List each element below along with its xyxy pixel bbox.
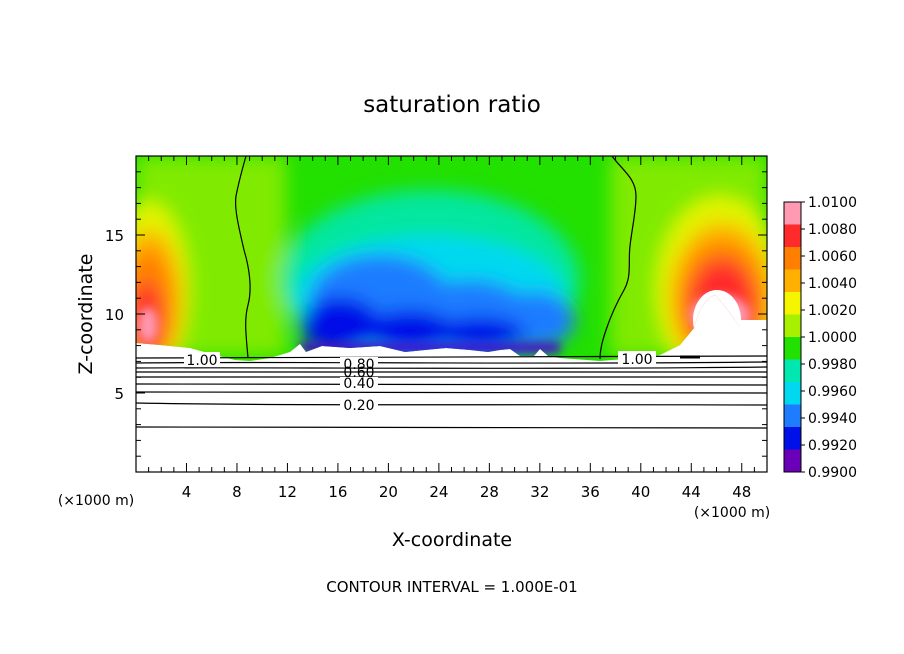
colorbar-label: 0.9980	[808, 357, 857, 373]
colorbar-swatch	[784, 247, 801, 270]
colorbar-swatch	[784, 202, 801, 225]
x-tick-label: 20	[379, 483, 398, 501]
y-axis-label: Z-coordinate	[75, 254, 97, 375]
y-tick-label: 15	[105, 227, 124, 245]
colorbar-label: 0.9940	[808, 411, 857, 427]
y-tick-label: 10	[105, 306, 124, 324]
colorbar-label: 0.9960	[808, 384, 857, 400]
x-tick-label: 40	[631, 483, 650, 501]
y-tick-label: 5	[114, 385, 124, 403]
x-tick-label: 28	[480, 483, 499, 501]
x-tick-label: 4	[182, 483, 192, 501]
colorbar-label: 0.9900	[808, 465, 857, 481]
colorbar-label: 1.0080	[808, 222, 857, 238]
contour-lines	[135, 155, 768, 429]
contour-label: 0.20	[343, 398, 374, 414]
x-tick-label: 32	[530, 483, 549, 501]
x-unit-right: (×1000 m)	[694, 505, 770, 521]
x-tick-label: 8	[232, 483, 242, 501]
chart-title: saturation ratio	[363, 92, 541, 118]
colorbar-swatch	[784, 292, 801, 315]
colorbar: 1.0100 1.0080 1.0060 1.0040 1.0020 1.0000 0.99…	[783, 195, 857, 481]
colorbar-swatch	[784, 269, 801, 293]
contour-label: 1.00	[186, 353, 217, 369]
axis-ticks	[136, 156, 767, 472]
colorbar-swatch	[784, 404, 801, 428]
colorbar-swatch	[784, 427, 801, 450]
colorbar-label: 1.0040	[808, 276, 857, 292]
x-tick-label: 12	[278, 483, 297, 501]
x-tick-label: 24	[429, 483, 448, 501]
colorbar-label: 0.9920	[808, 438, 857, 454]
contour-label: 1.00	[621, 352, 652, 368]
colorbar-swatch	[784, 314, 801, 338]
x-unit-left: (×1000 m)	[58, 493, 134, 509]
x-tick-label: 16	[328, 483, 347, 501]
colorbar-swatch	[784, 359, 801, 383]
contour-interval-note: CONTOUR INTERVAL = 1.000E-01	[326, 578, 577, 596]
x-tick-label: 44	[682, 483, 701, 501]
contour-labels: 1.00 1.00 0.80 0.60 0.40 0.20	[184, 351, 656, 414]
colorbar-label: 1.0060	[808, 249, 857, 265]
x-axis-label: X-coordinate	[392, 529, 512, 551]
colorbar-label: 1.0100	[808, 195, 857, 211]
colorbar-swatch	[784, 224, 801, 248]
x-tick-label: 48	[732, 483, 751, 501]
colorbar-label: 1.0020	[808, 303, 857, 319]
colorbar-label: 1.0000	[808, 330, 857, 346]
colorbar-swatch	[784, 449, 801, 473]
colorbar-swatch	[784, 337, 801, 360]
contour-label: 0.80	[343, 357, 374, 373]
contour-label: 0.40	[343, 376, 374, 392]
x-tick-label: 36	[581, 483, 600, 501]
field-layer	[136, 156, 767, 361]
colorbar-swatch	[784, 382, 801, 405]
